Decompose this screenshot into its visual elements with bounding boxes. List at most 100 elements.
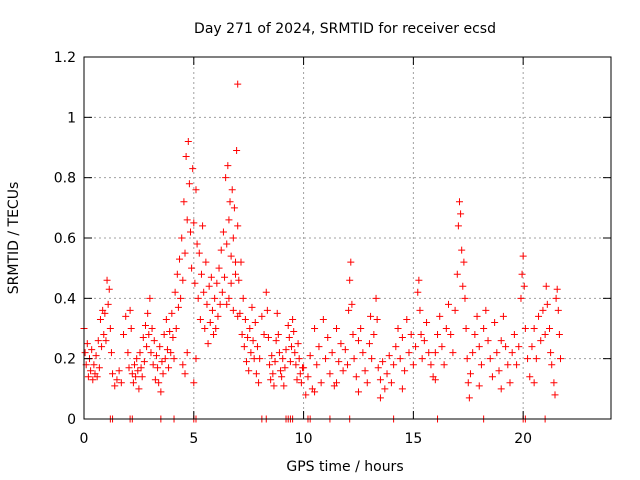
data-point [440, 361, 448, 369]
data-point [291, 349, 299, 357]
data-point [504, 361, 512, 369]
data-point [454, 222, 462, 230]
data-point [179, 361, 187, 369]
data-point [459, 282, 467, 290]
data-point [125, 364, 133, 372]
axis-ticks [83, 56, 611, 420]
data-point [333, 379, 341, 387]
data-point [293, 376, 301, 384]
data-point [528, 343, 536, 351]
data-point [524, 355, 532, 363]
y-tick-label: 0.6 [54, 231, 76, 247]
data-point [268, 352, 276, 360]
data-point [192, 355, 200, 363]
data-point [89, 376, 97, 384]
data-point [436, 312, 444, 320]
data-point [427, 361, 435, 369]
data-point [258, 312, 266, 320]
data-point [159, 370, 167, 378]
data-point [418, 355, 426, 363]
data-point [346, 276, 354, 284]
data-point [165, 364, 173, 372]
data-point [242, 358, 250, 366]
data-point [157, 388, 165, 396]
tick-labels: 0 0.2 0.4 0.6 0.8 1 1.2 0 5 10 15 20 [54, 50, 532, 447]
data-point [105, 285, 113, 293]
data-point [324, 334, 332, 342]
data-point [228, 186, 236, 194]
data-point [249, 337, 257, 345]
data-point [372, 294, 380, 302]
data-point [244, 334, 252, 342]
data-point [141, 321, 149, 329]
data-point [365, 340, 373, 348]
data-point [98, 343, 106, 351]
data-point [387, 379, 395, 387]
data-point [493, 349, 501, 357]
data-point [553, 285, 561, 293]
data-point [197, 270, 205, 278]
data-point [173, 270, 181, 278]
data-point [290, 328, 298, 336]
data-point [392, 343, 400, 351]
data-point [129, 379, 137, 387]
y-axis-label: SRMTID / TECUs [6, 182, 22, 295]
data-point [401, 367, 409, 375]
data-point [263, 306, 271, 314]
data-point [423, 318, 431, 326]
x-axis-label: GPS time / hours [286, 459, 403, 475]
data-point [469, 349, 477, 357]
data-point [234, 80, 242, 88]
data-point [264, 334, 272, 342]
data-point [255, 379, 263, 387]
data-point [398, 385, 406, 393]
data-point [200, 288, 208, 296]
data-point [284, 321, 292, 329]
data-point [285, 334, 293, 342]
data-point [357, 325, 365, 332]
data-point [271, 358, 279, 366]
data-point [136, 349, 144, 357]
data-point [513, 361, 521, 369]
data-point [146, 294, 154, 302]
data-point [133, 355, 141, 363]
data-point [144, 309, 152, 317]
data-point [199, 222, 207, 230]
data-point [416, 306, 424, 314]
data-point [532, 355, 540, 363]
data-point [550, 379, 558, 387]
y-tick-label: 0.4 [54, 291, 76, 307]
data-point [180, 198, 188, 206]
data-point [344, 361, 351, 369]
data-point [542, 282, 550, 290]
data-point [462, 325, 470, 332]
data-point [510, 331, 518, 339]
data-point [234, 222, 242, 230]
data-point [383, 370, 391, 378]
data-point [196, 315, 204, 323]
data-point [415, 276, 423, 284]
data-point [217, 246, 225, 254]
data-point [229, 234, 237, 242]
data-point [354, 388, 362, 396]
data-point [154, 364, 162, 372]
data-point [185, 180, 193, 188]
data-point [222, 174, 230, 182]
data-point [482, 306, 490, 314]
data-point [537, 337, 545, 345]
data-point [135, 385, 143, 393]
data-point [188, 264, 196, 272]
data-point [345, 306, 353, 314]
data-point [289, 315, 297, 323]
data-point [471, 331, 479, 339]
data-point [530, 379, 538, 387]
data-point [252, 370, 260, 378]
data-point [425, 349, 433, 357]
data-point [286, 358, 294, 366]
data-point [464, 379, 472, 387]
data-point [370, 331, 378, 339]
data-point [234, 312, 242, 320]
data-point [149, 361, 157, 369]
data-point [120, 331, 128, 339]
